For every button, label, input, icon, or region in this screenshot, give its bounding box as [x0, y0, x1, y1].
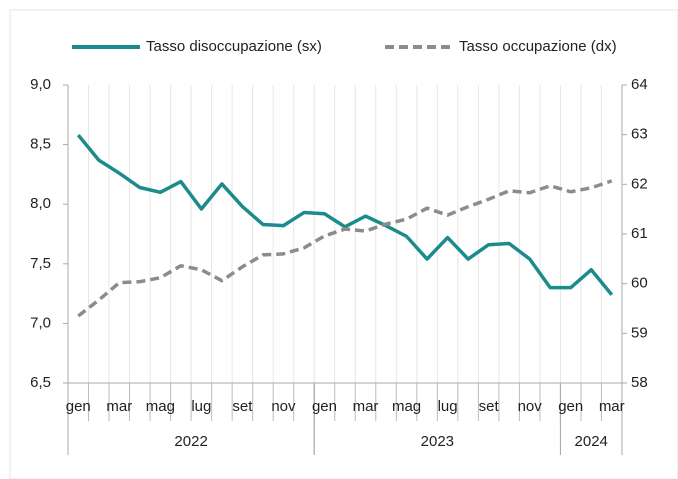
x-tick-label: mar — [353, 398, 379, 415]
series-line — [76, 133, 614, 296]
y2-tick-label: 62 — [631, 175, 648, 192]
y-tick-label: 6,5 — [30, 374, 51, 391]
y-tick-label: 7,0 — [30, 314, 51, 331]
series-line — [77, 179, 613, 318]
x-tick-label: lug — [191, 398, 211, 415]
x-tick-label: gen — [66, 398, 91, 415]
x-tick-label: mag — [146, 398, 175, 415]
x-tick-label: set — [232, 398, 253, 415]
y-tick-label: 8,5 — [30, 136, 51, 153]
y2-tick-label: 59 — [631, 324, 648, 341]
year-label: 2023 — [421, 433, 454, 450]
y2-tick-label: 64 — [631, 76, 648, 93]
x-tick-label: lug — [438, 398, 458, 415]
y2-tick-label: 61 — [631, 225, 648, 242]
legend-label: Tasso occupazione (dx) — [459, 38, 617, 55]
legend-label: Tasso disoccupazione (sx) — [146, 38, 322, 55]
y-tick-label: 8,0 — [30, 195, 51, 212]
year-label: 2022 — [174, 433, 207, 450]
y-tick-label: 9,0 — [30, 76, 51, 93]
x-tick-label: set — [479, 398, 500, 415]
x-tick-label: mar — [106, 398, 132, 415]
y2-tick-label: 63 — [631, 126, 648, 143]
x-tick-label: mar — [599, 398, 625, 415]
x-tick-label: nov — [518, 398, 543, 415]
frame — [9, 9, 678, 479]
year-label: 2024 — [575, 433, 608, 450]
y2-tick-label: 58 — [631, 374, 648, 391]
x-tick-label: mag — [392, 398, 421, 415]
x-tick-label: gen — [312, 398, 337, 415]
y-tick-label: 7,5 — [30, 255, 51, 272]
x-tick-label: nov — [271, 398, 296, 415]
x-tick-label: gen — [558, 398, 583, 415]
y2-tick-label: 60 — [631, 275, 648, 292]
